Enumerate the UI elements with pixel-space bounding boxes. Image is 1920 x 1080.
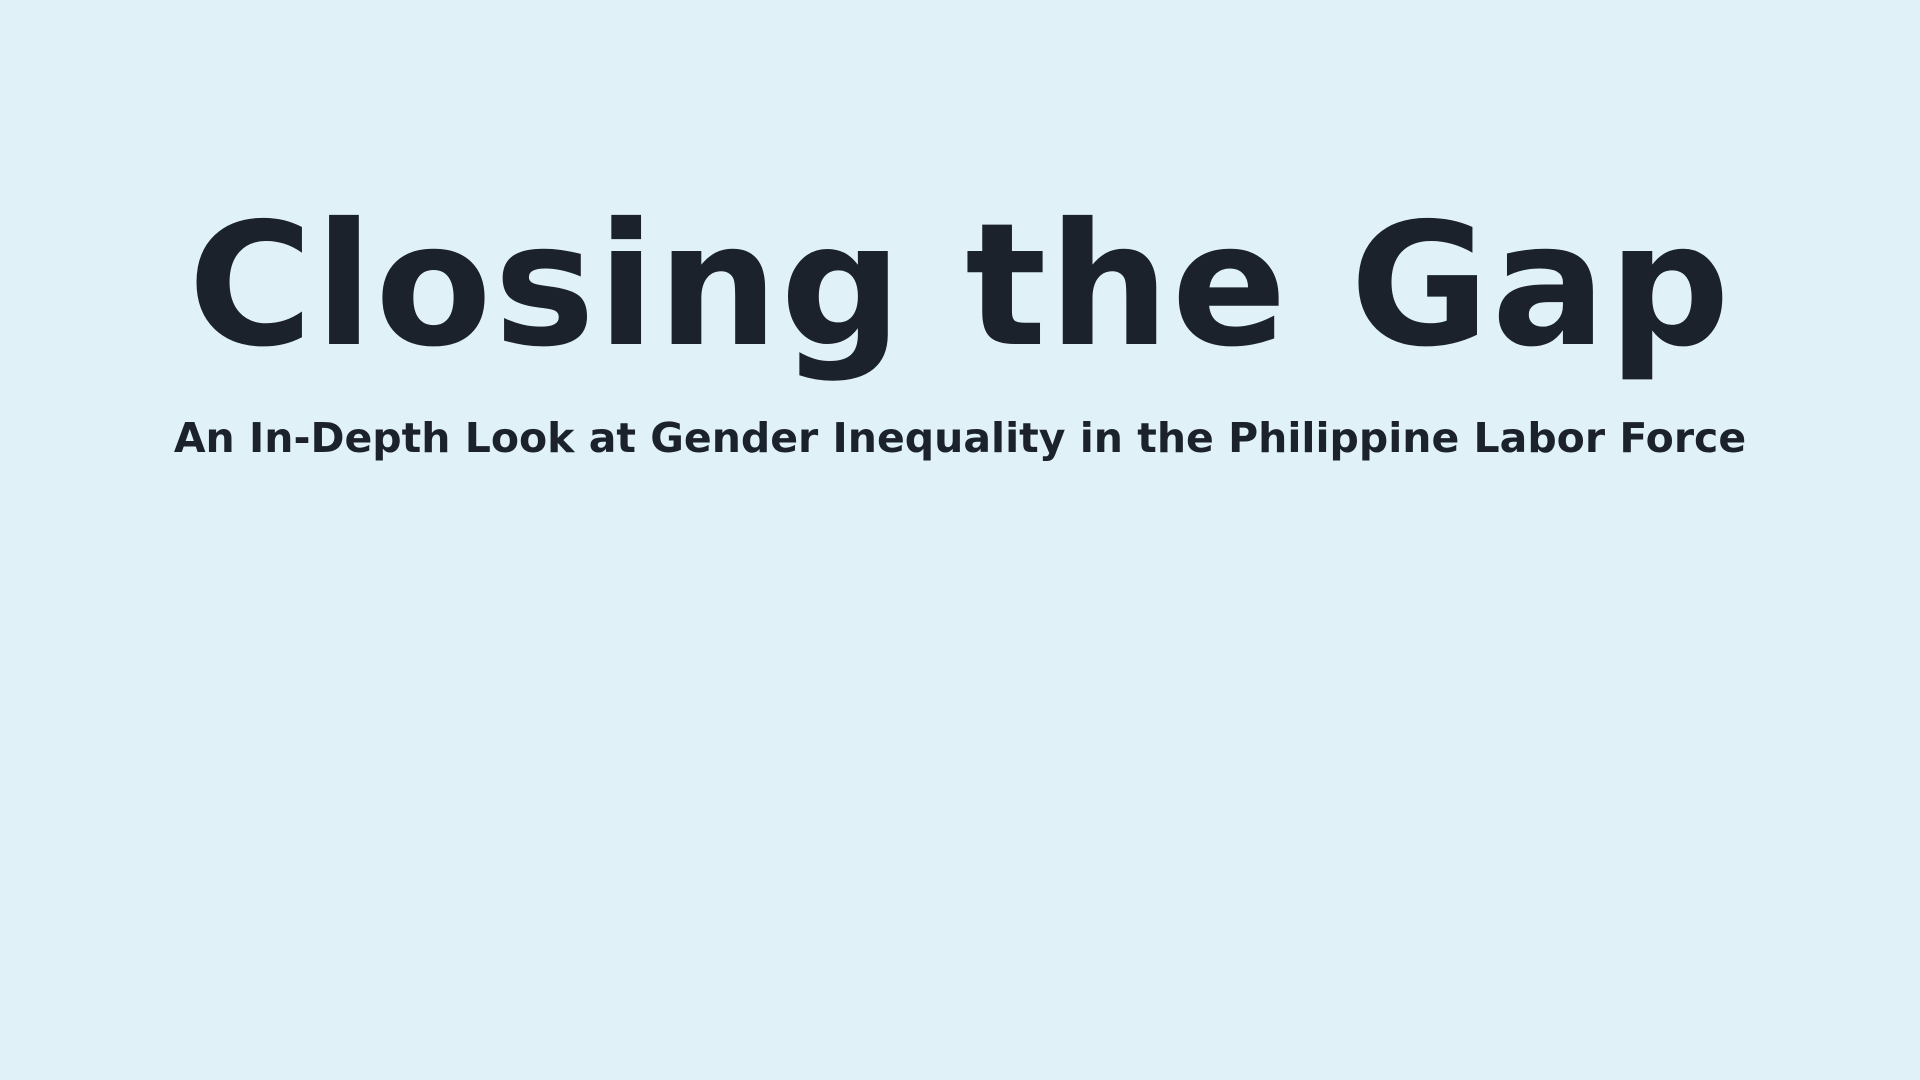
slide-title: Closing the Gap [188, 187, 1732, 385]
slide-subtitle: An In-Depth Look at Gender Inequality in… [173, 414, 1747, 462]
